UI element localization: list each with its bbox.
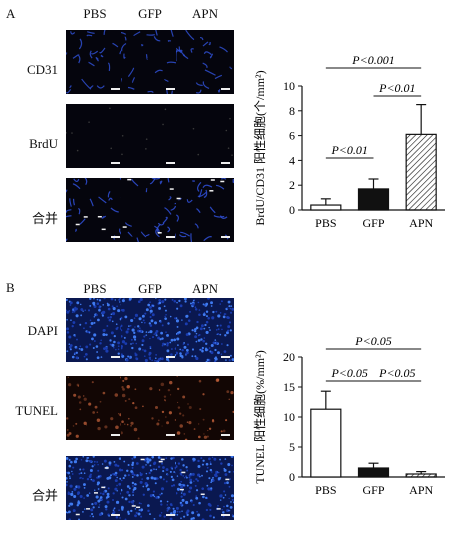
scale-bar [221, 162, 230, 164]
panel-a-tile-cd31-apn [176, 30, 234, 94]
panel-a-col-apn: APN [191, 6, 218, 21]
significance-label: P<0.05 [330, 366, 367, 380]
panel-a-tile-merge-gfp [121, 178, 179, 242]
y-tick-label: 15 [283, 380, 295, 394]
bar-apn [405, 473, 437, 478]
y-tick-label: 6 [289, 129, 295, 143]
panel-a-row-merge: 合并 [31, 211, 58, 226]
panel-b-row-tunel: TUNEL [15, 403, 58, 418]
bar-apn [405, 133, 437, 211]
panel-b-row-dapi: DAPI [27, 323, 58, 338]
panel-b-col-gfp: GFP [138, 281, 162, 296]
scale-bar [166, 434, 175, 436]
x-tick-label: PBS [315, 216, 336, 230]
bar-pbs [310, 204, 342, 211]
scale-bar [166, 514, 175, 516]
panel-b-col-pbs: PBS [83, 281, 107, 296]
y-axis-label: TUNEL 阳性细胞(%/mm²) [253, 350, 267, 483]
significance-label: P<0.001 [351, 53, 394, 67]
scale-bar [221, 236, 230, 238]
significance-label: P<0.05 [354, 334, 391, 348]
panel-b-row-merge: 合并 [31, 488, 58, 503]
chart-a: 0 2 4 6 8 10 BrdU/CD31 阳性细胞(个/mm²) PBS GFP APN P<0… [250, 40, 450, 275]
x-tick-label: PBS [315, 483, 336, 497]
panel-b-tile-dapi-gfp [121, 298, 179, 362]
panel-b-tile-dapi-apn [176, 298, 234, 362]
panel-a-tile-cd31-pbs [66, 30, 124, 94]
scale-bar [111, 434, 120, 436]
panel-a-tile-cd31-gfp [121, 30, 179, 94]
panel-b-letter: B [6, 280, 15, 295]
x-tick-label: APN [409, 216, 433, 230]
chart-b: 0 5 10 15 20 TUNEL 阳性细胞(%/mm²) PBS GFP APN P<0.05… [250, 315, 450, 545]
scale-bar [166, 356, 175, 358]
y-tick-label: 4 [289, 153, 295, 167]
significance-label: P<0.01 [330, 143, 367, 157]
panel-a-tile-merge-apn [176, 178, 234, 242]
y-tick-label: 0 [289, 470, 295, 484]
scale-bar [166, 236, 175, 238]
bar-gfp [357, 188, 390, 211]
y-tick-label: 10 [283, 410, 295, 424]
panel-b-tile-tunel-pbs [66, 376, 124, 440]
y-tick-label: 2 [289, 178, 295, 192]
panel-a-letter: A [6, 6, 16, 21]
panel-a-row-cd31: CD31 [26, 62, 58, 77]
scale-bar [221, 514, 230, 516]
y-tick-label: 0 [289, 203, 295, 217]
panel-b-tile-dapi-pbs [66, 298, 124, 362]
y-tick-label: 5 [289, 440, 295, 454]
scale-bar [111, 356, 120, 358]
y-axis-label: BrdU/CD31 阳性细胞(个/mm²) [253, 70, 267, 225]
y-tick-label: 20 [283, 350, 295, 364]
panel-b-tile-merge-apn [176, 456, 234, 520]
scale-bar [111, 514, 120, 516]
y-tick-label: 10 [283, 79, 295, 93]
panel-a-col-gfp: GFP [138, 6, 162, 21]
panel-a-tile-brdu-gfp [121, 104, 179, 168]
significance-label: P<0.05 [378, 366, 415, 380]
scale-bar [111, 236, 120, 238]
panel-a-tile-merge-pbs [66, 178, 124, 242]
scale-bar [111, 88, 120, 90]
panel-a-col-pbs: PBS [83, 6, 107, 21]
significance-label: P<0.01 [378, 81, 415, 95]
x-tick-label: APN [409, 483, 433, 497]
panel-b-tile-merge-pbs [66, 456, 124, 520]
scale-bar [111, 162, 120, 164]
bar-gfp [357, 467, 390, 478]
panel-a-tile-brdu-apn [176, 104, 234, 168]
panel-a-row-brdu: BrdU [29, 136, 58, 151]
scale-bar [221, 88, 230, 90]
panel-b-tile-merge-gfp [121, 456, 179, 520]
bar-pbs [310, 408, 342, 478]
scale-bar [221, 356, 230, 358]
panel-a-tile-brdu-pbs [66, 104, 124, 168]
scale-bar [221, 434, 230, 436]
panel-b-tile-tunel-gfp [121, 376, 179, 440]
panel-b-tile-tunel-apn [176, 376, 234, 440]
y-tick-label: 8 [289, 104, 295, 118]
x-tick-label: GFP [362, 483, 384, 497]
x-tick-label: GFP [362, 216, 384, 230]
panel-b-col-apn: APN [191, 281, 218, 296]
scale-bar [166, 88, 175, 90]
scale-bar [166, 162, 175, 164]
